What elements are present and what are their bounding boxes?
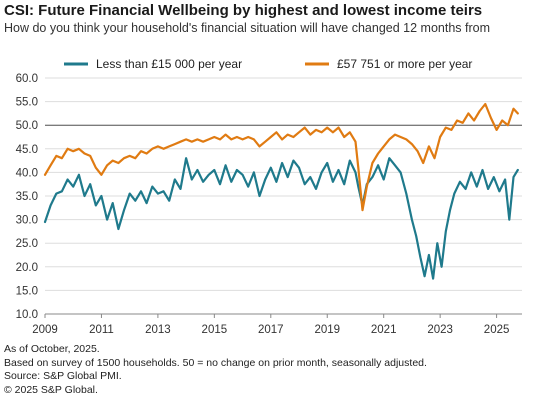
line-chart: 10.0 15.0 20.0 25.0 30.0 35.0 40.0 45.0 50.0 55.0… — [16, 57, 522, 336]
footnote-copyright: © 2025 S&P Global. — [4, 383, 98, 396]
y-tick-label: 45.0 — [16, 144, 38, 156]
x-tick-label: 2025 — [484, 324, 510, 336]
footnote-source: Source: S&P Global PMI. — [4, 370, 122, 382]
y-tick-label: 35.0 — [16, 191, 38, 203]
x-tick-label: 2023 — [427, 324, 453, 336]
x-tick-label: 2013 — [145, 324, 171, 336]
x-tick-label: 2019 — [314, 324, 340, 336]
chart-footnotes: As of October, 2025. Based on survey of … — [4, 343, 427, 397]
x-tick-label: 2015 — [202, 324, 228, 336]
footnote-as-of: As of October, 2025. — [4, 343, 100, 355]
legend-label: Less than £15 000 per year — [96, 57, 242, 71]
x-tick-label: 2021 — [371, 324, 397, 336]
x-tick-label: 2009 — [32, 324, 58, 336]
y-axis-ticks: 10.0 15.0 20.0 25.0 30.0 35.0 40.0 45.0 50.0 55.0… — [16, 73, 38, 321]
y-tick-label: 10.0 — [16, 309, 38, 321]
gridlines — [45, 77, 522, 315]
legend: Less than £15 000 per year £57 751 or mor… — [64, 57, 472, 71]
x-tick-label: 2011 — [89, 324, 114, 336]
y-tick-label: 60.0 — [16, 73, 38, 85]
chart-subtitle: How do you think your household's financ… — [4, 21, 490, 35]
y-tick-label: 40.0 — [16, 167, 38, 179]
x-axis-ticks: 2009 2011 2013 2015 2017 2019 2021 2023 2025 — [32, 313, 522, 336]
y-tick-label: 30.0 — [16, 215, 38, 227]
y-tick-label: 20.0 — [16, 262, 38, 274]
x-tick-label: 2017 — [258, 324, 284, 336]
footnote-methodology: Based on survey of 1500 households. 50 =… — [4, 356, 427, 369]
y-tick-label: 55.0 — [16, 97, 38, 109]
y-tick-label: 15.0 — [16, 285, 38, 297]
legend-label: £57 751 or more per year — [337, 57, 472, 71]
series-line-high-income — [43, 102, 519, 212]
chart-title: CSI: Future Financial Wellbeing by highe… — [4, 2, 483, 19]
y-tick-label: 25.0 — [16, 238, 38, 250]
series-lines — [43, 102, 519, 280]
series-line-low-income — [43, 157, 519, 280]
y-tick-label: 50.0 — [16, 120, 38, 132]
